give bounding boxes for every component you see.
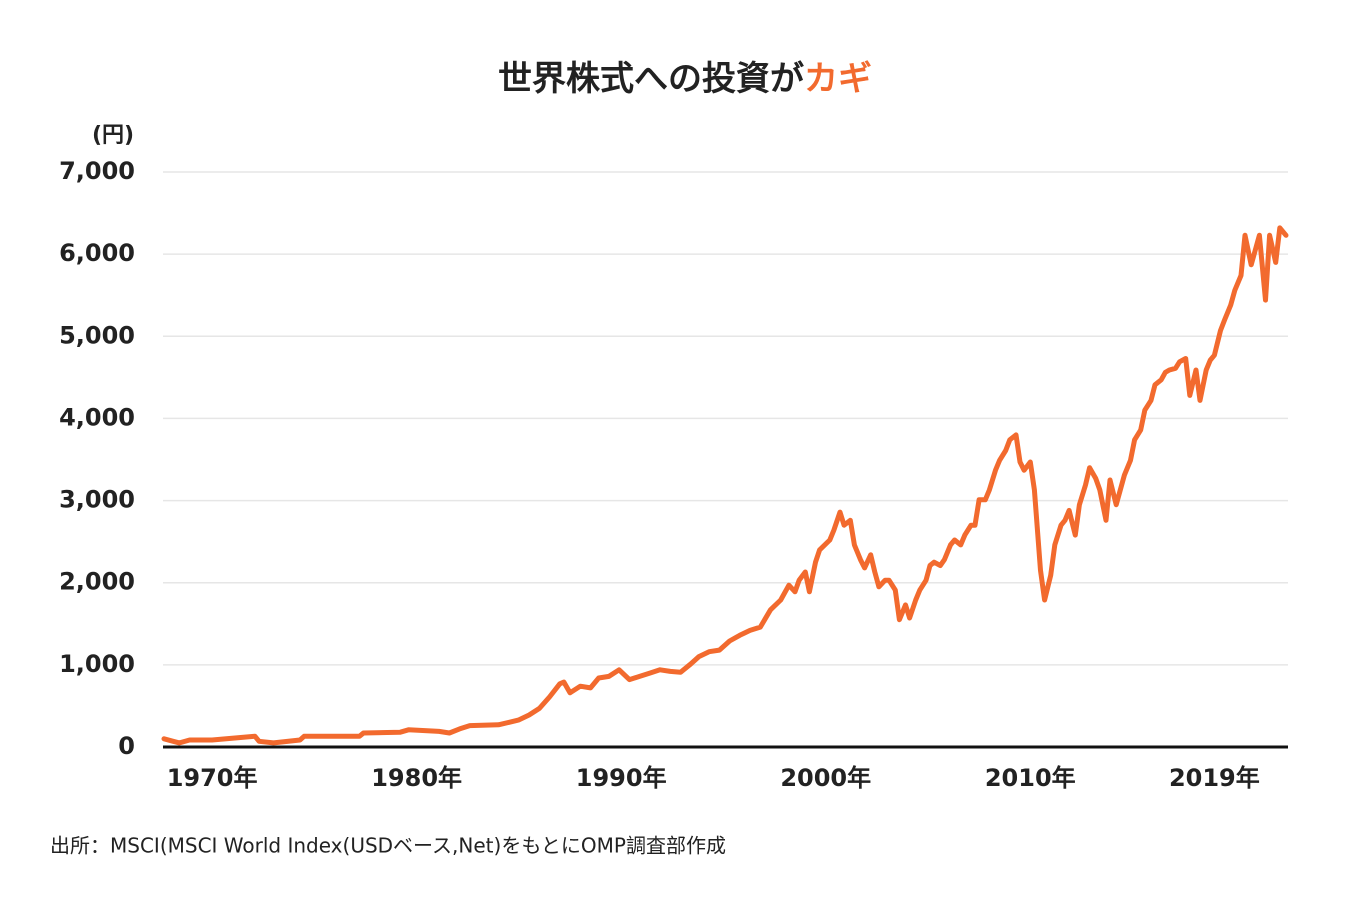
y-tick-label: 3,000 [59,486,135,514]
chart-title: 世界株式への投資がカギ [498,59,872,99]
y-tick-label: 0 [118,732,135,760]
y-tick-label: 4,000 [59,403,135,431]
y-tick-label: 1,000 [59,650,135,678]
x-tick-label: 1990年 [576,764,667,792]
y-tick-label: 5,000 [59,321,135,349]
y-tick-label: 2,000 [59,568,135,596]
y-tick-label: 7,000 [59,157,135,185]
y-axis-label: (円) [92,123,134,148]
data-line [161,225,1289,746]
x-tick-label: 2000年 [780,764,871,792]
x-tick-label: 2010年 [985,764,1076,792]
y-tick-label: 6,000 [59,239,135,267]
x-tick-label: 1970年 [167,764,258,792]
x-tick-label: 2019年 [1169,764,1260,792]
source-note: 出所：MSCI(MSCI World Index(USDベース,Net)をもとに… [50,834,726,858]
title-highlight: カギ [804,59,872,99]
x-tick-label: 1980年 [371,764,462,792]
title-main: 世界株式への投資が [498,59,804,99]
